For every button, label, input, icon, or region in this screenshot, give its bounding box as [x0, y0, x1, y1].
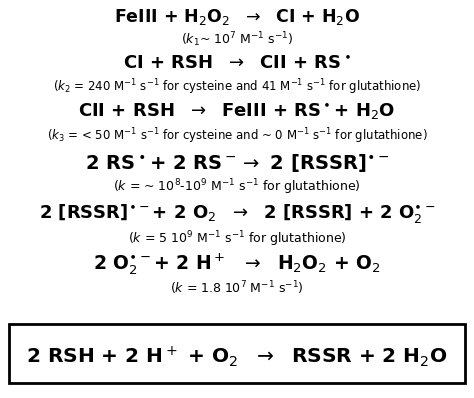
Text: FeIII + H$_2$O$_2$  $\rightarrow$  CI + H$_2$O: FeIII + H$_2$O$_2$ $\rightarrow$ CI + H$… — [114, 7, 360, 27]
Text: 2 RS$^\bullet$+ 2 RS$^-$$\rightarrow$ 2 [RSSR]$^{\bullet-}$: 2 RS$^\bullet$+ 2 RS$^-$$\rightarrow$ 2 … — [85, 152, 389, 174]
FancyBboxPatch shape — [9, 324, 465, 383]
Text: 2 [RSSR]$^{\bullet-}$+ 2 O$_2$  $\rightarrow$  2 [RSSR] + 2 O$_2^{\bullet-}$: 2 [RSSR]$^{\bullet-}$+ 2 O$_2$ $\rightar… — [39, 203, 435, 226]
Text: ($k$ = ~ 10$^8$-10$^9$ M$^{-1}$ s$^{-1}$ for glutathione): ($k$ = ~ 10$^8$-10$^9$ M$^{-1}$ s$^{-1}$… — [113, 177, 361, 197]
Text: ($k_3$ = < 50 M$^{-1}$ s$^{-1}$ for cysteine and ~ 0 M$^{-1}$ s$^{-1}$ for gluta: ($k_3$ = < 50 M$^{-1}$ s$^{-1}$ for cyst… — [46, 126, 428, 146]
Text: ($k_2$ = 240 M$^{-1}$ s$^{-1}$ for cysteine and 41 M$^{-1}$ s$^{-1}$ for glutath: ($k_2$ = 240 M$^{-1}$ s$^{-1}$ for cyste… — [53, 77, 421, 97]
Text: ($k$ = 1.8 10$^7$ M$^{-1}$ s$^{-1}$): ($k$ = 1.8 10$^7$ M$^{-1}$ s$^{-1}$) — [170, 280, 304, 297]
Text: ($k$ = 5 10$^9$ M$^{-1}$ s$^{-1}$ for glutathione): ($k$ = 5 10$^9$ M$^{-1}$ s$^{-1}$ for gl… — [128, 229, 346, 249]
Text: CII + RSH  $\rightarrow$  FeIII + RS$^\bullet$+ H$_2$O: CII + RSH $\rightarrow$ FeIII + RS$^\bul… — [78, 102, 396, 123]
Text: 2 O$_2^{\bullet-}$+ 2 H$^+$  $\rightarrow$  H$_2$O$_2$ + O$_2$: 2 O$_2^{\bullet-}$+ 2 H$^+$ $\rightarrow… — [93, 252, 381, 277]
Text: ($k_1$~ 10$^7$ M$^{-1}$ s$^{-1}$): ($k_1$~ 10$^7$ M$^{-1}$ s$^{-1}$) — [181, 31, 293, 49]
Text: 2 RSH + 2 H$^+$ + O$_2$  $\rightarrow$  RSSR + 2 H$_2$O: 2 RSH + 2 H$^+$ + O$_2$ $\rightarrow$ RS… — [26, 344, 448, 369]
Text: CI + RSH  $\rightarrow$  CII + RS$^\bullet$: CI + RSH $\rightarrow$ CII + RS$^\bullet… — [123, 55, 351, 73]
